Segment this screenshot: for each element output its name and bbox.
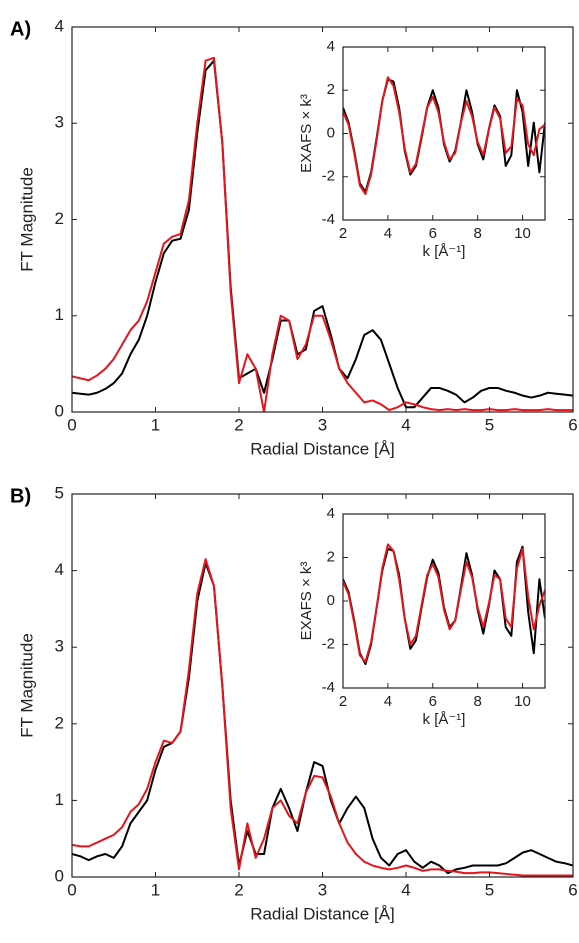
x-tick-label: 3 [318, 880, 327, 899]
y-tick-label: -4 [322, 211, 335, 228]
y-tick-label: 3 [55, 113, 64, 132]
data-line [343, 543, 545, 663]
x-tick-label: 6 [429, 225, 437, 242]
data-line [72, 59, 573, 409]
x-tick-label: 4 [401, 880, 410, 899]
x-tick-label: 6 [568, 880, 577, 899]
x-axis-label: Radial Distance [Å] [250, 904, 395, 923]
x-tick-label: 3 [318, 415, 327, 434]
y-tick-label: 1 [55, 305, 64, 324]
y-tick-label: 2 [55, 209, 64, 228]
y-tick-label: 2 [55, 713, 64, 732]
y-axis-label: FT Magnitude [17, 633, 36, 738]
y-tick-label: -4 [322, 679, 335, 696]
x-tick-label: 0 [67, 880, 76, 899]
x-tick-label: 1 [151, 880, 160, 899]
y-tick-label: 0 [327, 124, 335, 141]
x-tick-label: 2 [339, 225, 347, 242]
y-tick-label: 3 [55, 637, 64, 656]
x-tick-label: 5 [485, 415, 494, 434]
x-tick-label: 4 [384, 225, 392, 242]
x-tick-label: 5 [485, 880, 494, 899]
x-tick-label: 2 [234, 415, 243, 434]
x-tick-label: 4 [384, 693, 392, 710]
x-tick-label: 8 [473, 693, 481, 710]
x-tick-label: 1 [151, 415, 160, 434]
y-tick-label: 5 [55, 483, 64, 502]
y-axis-label: EXAFS × k³ [298, 94, 315, 173]
y-tick-label: 4 [55, 16, 64, 35]
y-tick-label: 4 [55, 560, 64, 579]
panel-label: A) [10, 18, 31, 40]
y-tick-label: 2 [327, 81, 335, 98]
y-tick-label: 0 [55, 866, 64, 885]
y-tick-label: 4 [327, 38, 335, 55]
y-tick-label: 0 [327, 592, 335, 609]
plot-frame [71, 493, 574, 878]
x-axis-label: k [Å⁻¹] [423, 711, 466, 728]
x-tick-label: 10 [514, 693, 531, 710]
x-tick-label: 0 [67, 415, 76, 434]
plot-frame [342, 46, 546, 221]
data-line [72, 561, 573, 875]
plot-frame [342, 513, 546, 689]
plot-frame [71, 26, 574, 413]
x-axis-label: Radial Distance [Å] [250, 439, 395, 458]
x-tick-label: 2 [339, 693, 347, 710]
y-axis-label: EXAFS × k³ [298, 562, 315, 641]
y-axis-label: FT Magnitude [17, 167, 36, 272]
y-tick-label: -2 [322, 168, 335, 185]
x-axis-label: k [Å⁻¹] [423, 243, 466, 260]
x-tick-label: 2 [234, 880, 243, 899]
x-tick-label: 10 [514, 225, 531, 242]
x-tick-label: 6 [429, 693, 437, 710]
y-tick-label: -2 [322, 635, 335, 652]
data-line [343, 76, 545, 196]
y-tick-label: 4 [327, 505, 335, 522]
panel-label: B) [10, 485, 31, 507]
y-tick-label: 2 [327, 548, 335, 565]
x-tick-label: 6 [568, 415, 577, 434]
y-tick-label: 1 [55, 790, 64, 809]
plot-background [343, 47, 545, 220]
x-tick-label: 8 [473, 225, 481, 242]
x-tick-label: 4 [401, 415, 410, 434]
y-tick-label: 0 [55, 401, 64, 420]
